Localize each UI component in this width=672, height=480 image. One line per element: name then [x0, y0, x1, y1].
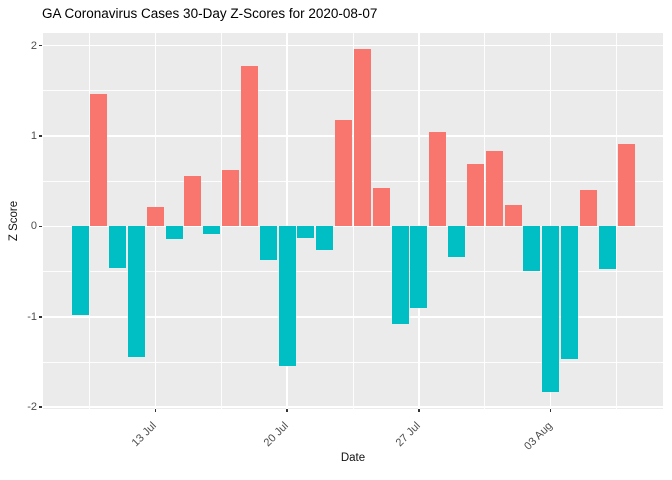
- bar-positive: [353, 49, 371, 227]
- x-tick-mark: [418, 409, 420, 412]
- bar-negative: [391, 226, 409, 325]
- bar-negative: [127, 226, 145, 357]
- y-tick-mark: [39, 406, 42, 408]
- x-tick-label: 13 Jul: [129, 419, 160, 450]
- gridline-major-v: [418, 33, 420, 409]
- x-tick-label: 20 Jul: [261, 419, 291, 450]
- bar-positive: [579, 190, 597, 227]
- bar-negative: [523, 226, 541, 271]
- bar-positive: [617, 144, 635, 227]
- gridline-minor-v: [484, 33, 486, 409]
- bar-negative: [109, 226, 127, 268]
- y-tick-label: 2: [30, 39, 37, 52]
- bar-negative: [542, 226, 560, 392]
- x-tick-label: 27 Jul: [393, 419, 423, 450]
- gridline-major-h: [43, 406, 663, 408]
- y-tick-mark: [39, 135, 42, 137]
- bar-negative: [561, 226, 579, 360]
- bar-positive: [222, 170, 240, 227]
- bar-negative: [165, 226, 183, 240]
- bar-positive: [335, 119, 353, 227]
- bar-negative: [71, 226, 89, 315]
- bar-negative: [203, 226, 221, 234]
- bar-negative: [316, 226, 334, 250]
- y-tick-label: -1: [27, 310, 37, 323]
- gridline-major-h: [43, 135, 663, 137]
- bar-positive: [466, 164, 484, 227]
- bar-positive: [90, 93, 108, 227]
- bar-negative: [410, 226, 428, 308]
- gridline-major-h: [43, 225, 663, 228]
- x-tick-label: 03 Aug: [521, 419, 555, 453]
- bar-positive: [240, 65, 258, 227]
- bar-positive: [485, 150, 503, 227]
- bar-positive: [184, 175, 202, 227]
- gridline-minor-v: [220, 33, 222, 409]
- bar-positive: [504, 204, 522, 227]
- bar-positive: [372, 187, 390, 227]
- y-tick-mark: [39, 44, 42, 47]
- gridline-major-h: [43, 316, 663, 318]
- y-axis-title: Z Score: [8, 200, 20, 242]
- y-tick-label: -2: [27, 401, 37, 414]
- x-tick-mark: [286, 409, 288, 412]
- gridline-major-v: [549, 33, 552, 409]
- bar-positive: [146, 206, 164, 227]
- y-tick-mark: [39, 225, 42, 228]
- gridline-major-v: [286, 33, 288, 409]
- bar-negative: [297, 226, 315, 239]
- y-tick-label: 0: [30, 220, 37, 233]
- bar-negative: [598, 226, 616, 269]
- chart-title: GA Coronavirus Cases 30-Day Z-Scores for…: [42, 6, 378, 21]
- gridline-minor-v: [616, 33, 618, 409]
- gridline-minor-v: [352, 33, 354, 409]
- bar-negative: [448, 226, 466, 258]
- y-tick-mark: [39, 316, 42, 318]
- bar-negative: [278, 226, 296, 366]
- x-tick-mark: [549, 409, 552, 412]
- x-axis-title: Date: [340, 452, 366, 464]
- bar-positive: [429, 131, 447, 227]
- plot-panel: [43, 33, 663, 409]
- y-tick-label: 1: [30, 130, 37, 143]
- x-tick-mark: [154, 409, 157, 412]
- gridline-major-h: [43, 44, 663, 47]
- bar-negative: [259, 226, 277, 260]
- gridline-minor-v: [88, 33, 90, 409]
